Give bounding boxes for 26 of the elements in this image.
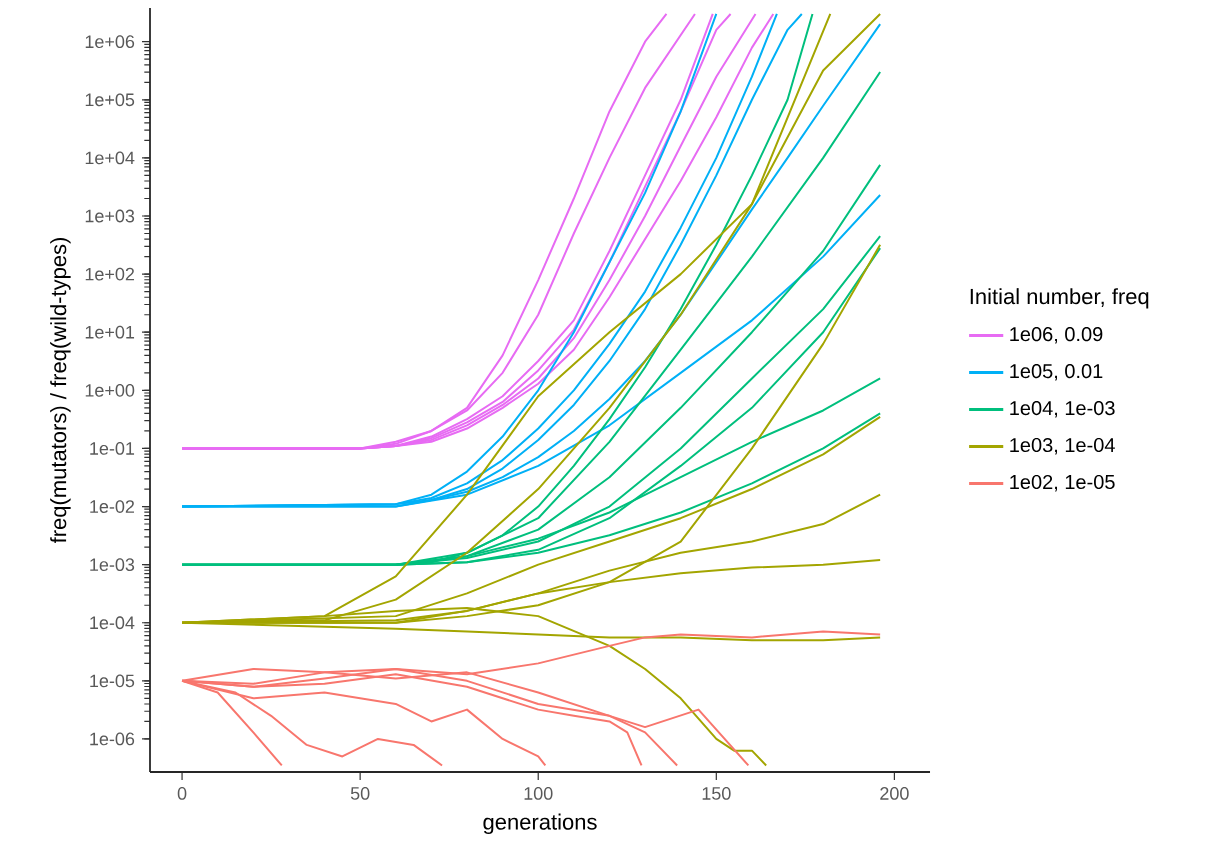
- y-tick-label: 1e+03: [85, 209, 135, 223]
- y-tick-label: 1e+00: [85, 383, 135, 397]
- x-tick-label: 0: [177, 787, 187, 800]
- legend-title: Initial number, freq: [970, 288, 1149, 309]
- y-tick-label: 1e-02: [90, 500, 135, 513]
- x-tick-label: 50: [350, 787, 370, 800]
- y-tick-label: 1e+05: [85, 93, 135, 107]
- y-tick-label: 1e+01: [85, 325, 135, 339]
- legend-label: 1e03, 1e-04: [1010, 437, 1115, 455]
- y-tick-label: 1e-06: [90, 732, 135, 746]
- x-tick-label: 150: [702, 787, 731, 800]
- legend-label: 1e04, 1e-03: [1010, 401, 1115, 418]
- legend-label: 1e05, 0.01: [1010, 364, 1103, 381]
- y-axis-title: freq(mutators) / freq(wild-types): [50, 237, 71, 544]
- x-tick-label: 200: [880, 787, 909, 800]
- y-tick-label: 1e+02: [85, 267, 135, 281]
- y-tick-label: 1e-01: [90, 442, 135, 455]
- x-axis-title: generations: [483, 813, 597, 835]
- legend-label: 1e06, 0.09: [1010, 327, 1103, 344]
- legend-label: 1e02, 1e-05: [1010, 474, 1115, 492]
- y-tick-label: 1e+04: [85, 151, 135, 165]
- y-tick-label: 1e-05: [90, 674, 135, 688]
- y-tick-label: 1e+06: [85, 35, 135, 49]
- y-tick-label: 1e-04: [90, 616, 135, 630]
- x-tick-label: 100: [524, 787, 553, 800]
- y-tick-label: 1e-03: [90, 558, 135, 572]
